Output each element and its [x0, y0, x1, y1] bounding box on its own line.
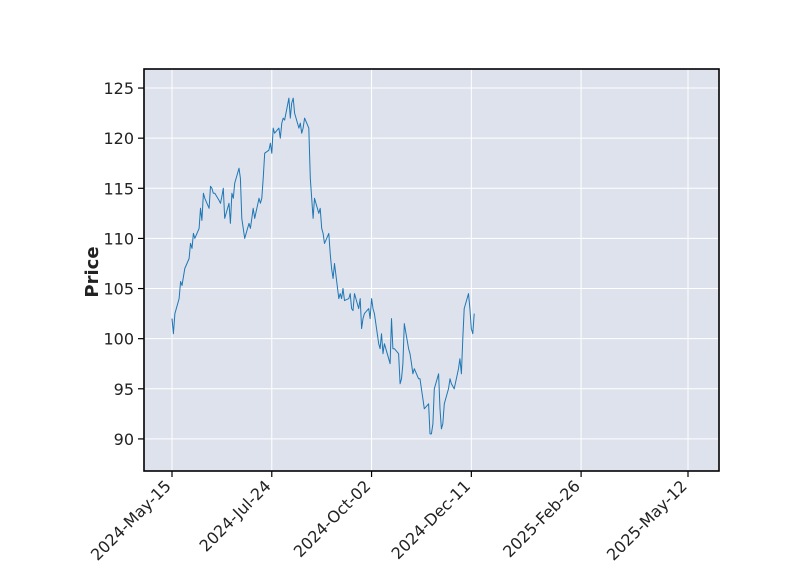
x-tick-label: 2024-Dec-11 [387, 476, 474, 563]
series-layer [171, 97, 475, 435]
grid-lines [144, 69, 719, 471]
y-tick-label: 95 [114, 380, 134, 399]
y-axis-label: Price [82, 246, 103, 297]
x-axis: 2024-May-15 2024-Jul-24 2024-Oct-02 2024-De… [87, 471, 691, 564]
y-tick-label: 100 [103, 330, 134, 349]
x-tick-label: 2024-May-15 [87, 476, 175, 564]
y-tick-label: 105 [103, 280, 134, 299]
plot-frame [143, 68, 720, 472]
y-tick-label: 90 [114, 430, 134, 449]
x-tick-label: 2025-May-12 [603, 476, 691, 564]
y-tick-label: 110 [103, 229, 134, 248]
x-tick-label: 2024-Oct-02 [290, 476, 375, 561]
y-tick-label: 120 [103, 129, 134, 148]
y-tick-label: 115 [103, 179, 134, 198]
y-tick-label: 125 [103, 79, 134, 98]
x-tick-label: 2024-Jul-24 [196, 476, 275, 555]
x-tick-label: 2025-Feb-26 [499, 476, 584, 561]
y-axis: 90 95 100 105 110 115 120 125 [103, 79, 144, 449]
series-line-1 [171, 97, 475, 435]
plot-background [144, 69, 719, 471]
